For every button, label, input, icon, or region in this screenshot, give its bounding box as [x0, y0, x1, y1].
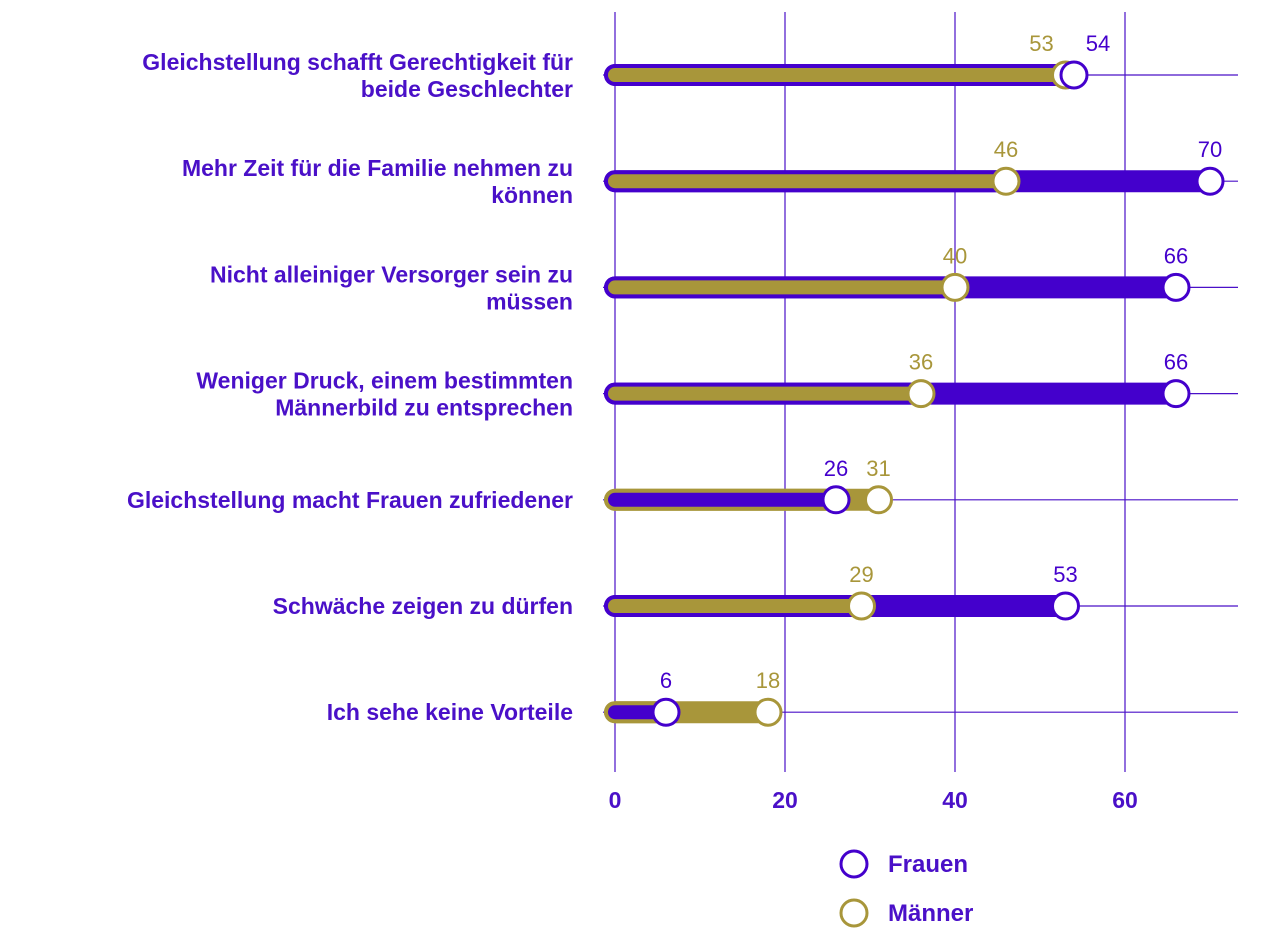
value-label-frauen: 66	[1164, 243, 1188, 268]
value-label-frauen: 53	[1053, 562, 1077, 587]
category-labels: Gleichstellung schafft Gerechtigkeit für…	[127, 49, 573, 725]
value-label-maenner: 31	[866, 456, 890, 481]
marker-frauen	[821, 485, 851, 515]
x-axis: 0 20 40 60	[609, 787, 1138, 813]
bars	[604, 60, 1225, 727]
category-label: müssen	[486, 288, 573, 314]
category-label: Männerbild zu entsprechen	[275, 395, 573, 421]
value-label-maenner: 53	[1029, 31, 1053, 56]
category-label: Nicht alleiniger Versorger sein zu	[210, 261, 573, 287]
marker-maenner	[991, 166, 1021, 196]
category-label: können	[491, 182, 573, 208]
legend: Frauen Männer	[839, 849, 973, 928]
legend-marker-frauen	[839, 849, 869, 879]
marker-frauen	[1051, 591, 1080, 621]
category-label: Gleichstellung schafft Gerechtigkeit für	[142, 49, 573, 75]
x-tick-label: 60	[1112, 787, 1138, 813]
value-label-frauen: 66	[1164, 350, 1188, 375]
value-labels: 54 53 70 46 66 40 66 36 26 31 53 29 6 18	[660, 31, 1222, 693]
category-label: beide Geschlechter	[361, 76, 573, 102]
marker-maenner	[864, 485, 893, 515]
value-label-maenner: 46	[994, 137, 1018, 162]
value-label-maenner: 40	[943, 243, 967, 268]
category-label: Gleichstellung macht Frauen zufriedener	[127, 487, 573, 513]
marker-maenner	[906, 379, 936, 409]
legend-label-frauen: Frauen	[888, 851, 968, 878]
legend-label-maenner: Männer	[888, 900, 973, 927]
marker-frauen	[1059, 60, 1089, 90]
value-label-frauen: 70	[1198, 137, 1222, 162]
value-label-frauen: 6	[660, 668, 672, 693]
category-label: Ich sehe keine Vorteile	[327, 699, 573, 725]
value-label-frauen: 54	[1086, 31, 1110, 56]
legend-marker-maenner	[839, 898, 869, 928]
marker-maenner	[753, 697, 783, 727]
x-tick-label: 0	[609, 787, 622, 813]
marker-maenner	[940, 272, 970, 302]
x-tick-label: 20	[772, 787, 798, 813]
marker-frauen	[651, 697, 681, 727]
category-label: Mehr Zeit für die Familie nehmen zu	[182, 155, 573, 181]
marker-frauen	[1161, 379, 1191, 409]
marker-maenner	[847, 591, 876, 621]
value-label-maenner: 18	[756, 668, 780, 693]
marker-frauen	[1195, 166, 1225, 196]
value-label-frauen: 26	[824, 456, 848, 481]
category-label: Weniger Druck, einem bestimmten	[196, 368, 573, 394]
x-tick-label: 40	[942, 787, 968, 813]
value-label-maenner: 29	[849, 562, 873, 587]
marker-frauen	[1161, 272, 1191, 302]
value-label-maenner: 36	[909, 350, 933, 375]
category-label: Schwäche zeigen zu dürfen	[273, 593, 573, 619]
